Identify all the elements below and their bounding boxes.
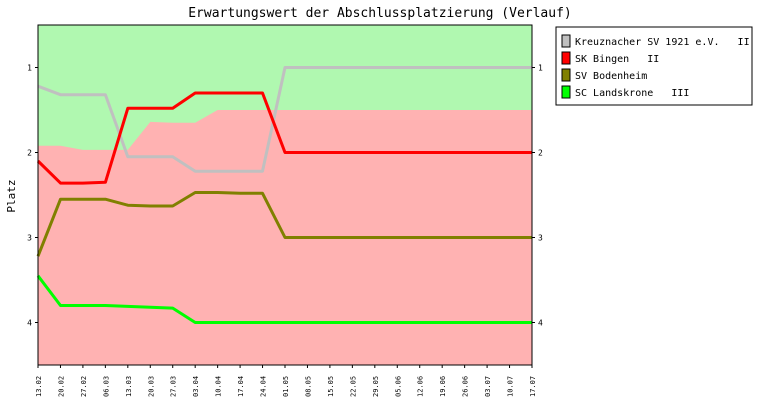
y-axis-label: Platz [5, 179, 18, 212]
legend-label-3: SV Bodenheim [575, 71, 647, 82]
legend-label-2: SK Bingen II [575, 54, 659, 65]
y-tick-label-left-3: 3 [27, 234, 32, 243]
legend-swatch-4 [561, 85, 571, 99]
x-tick-label-03.07: 03.07 [484, 376, 492, 397]
x-tick-label-06.03: 06.03 [102, 376, 110, 397]
x-ticks: 13.02 20.02 27.02 06.03 13.03 20.03 27.03 03.04… [35, 365, 537, 397]
legend-box [555, 26, 753, 106]
y-tick-label-left-4: 4 [27, 319, 32, 328]
legend-swatch-1 [561, 34, 571, 48]
x-tick-label-13.03: 13.03 [125, 376, 133, 397]
background-zones [38, 25, 532, 365]
chart-title: Erwartungswert der Abschlussplatzierung … [188, 6, 572, 21]
x-tick-label-05.06: 05.06 [394, 376, 402, 397]
y-ticks-right: 1 2 3 4 [532, 64, 543, 328]
y-tick-label-right-1: 1 [538, 64, 543, 73]
y-tick-label-left-2: 2 [27, 149, 32, 158]
y-tick-label-right-3: 3 [538, 234, 543, 243]
legend: Kreuznacher SV 1921 e.V. II SK Bingen II S… [555, 26, 753, 106]
series-line-4 [36, 274, 532, 324]
y-tick-label-left-1: 1 [27, 64, 32, 73]
y-tick-label-right-2: 2 [538, 149, 543, 158]
x-tick-label-20.02: 20.02 [57, 376, 65, 397]
series-line-1 [37, 66, 532, 173]
x-tick-label-08.05: 08.05 [304, 376, 312, 397]
x-tick-label-12.06: 12.06 [417, 376, 425, 397]
series-line-2 [36, 91, 532, 185]
x-tick-label-22.05: 22.05 [349, 376, 357, 397]
x-tick-label-26.06: 26.06 [462, 376, 470, 397]
zone-green [38, 25, 532, 150]
legend-label-1: Kreuznacher SV 1921 e.V. II [575, 37, 750, 48]
y-ticks-left: 1 2 3 4 [27, 64, 38, 328]
x-tick-label-20.03: 20.03 [147, 376, 155, 397]
legend-label-4: SC Landskrone III [575, 88, 689, 99]
x-tick-label-10.07: 10.07 [507, 376, 515, 397]
x-tick-label-13.02: 13.02 [35, 376, 43, 397]
series-lines [36, 66, 532, 324]
x-tick-label-17.04: 17.04 [237, 376, 245, 397]
y-tick-label-right-4: 4 [538, 319, 543, 328]
x-tick-label-27.02: 27.02 [80, 376, 88, 397]
x-tick-label-10.04: 10.04 [215, 376, 223, 397]
x-tick-label-19.06: 19.06 [439, 376, 447, 397]
x-tick-label-03.04: 03.04 [192, 376, 200, 397]
x-tick-label-29.05: 29.05 [372, 376, 380, 397]
x-tick-label-17.07: 17.07 [529, 376, 537, 397]
x-tick-label-24.04: 24.04 [260, 376, 268, 397]
legend-swatch-3 [561, 68, 571, 82]
legend-swatch-2 [561, 51, 571, 65]
x-tick-label-15.05: 15.05 [327, 376, 335, 397]
series-line-3 [36, 191, 532, 257]
x-tick-label-01.05: 01.05 [282, 376, 290, 397]
x-tick-label-27.03: 27.03 [170, 376, 178, 397]
